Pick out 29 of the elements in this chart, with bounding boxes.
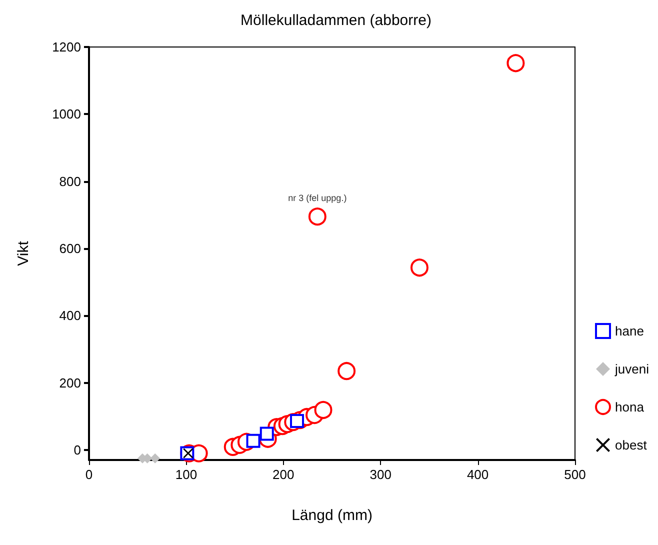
x-tick-label: 200: [272, 467, 294, 482]
x-tick-label: 300: [370, 467, 392, 482]
annotation: nr 3 (fel uppg.): [288, 193, 347, 204]
y-tick-label: 200: [59, 375, 81, 390]
x-tick-label: 500: [564, 467, 586, 482]
point: [410, 258, 428, 277]
legend-label: hona: [615, 400, 645, 414]
point: [246, 434, 260, 448]
legend-label: obest: [615, 438, 648, 452]
legend-label: juveni: [614, 362, 650, 376]
point: [260, 426, 274, 441]
point: [338, 362, 356, 380]
point: [314, 400, 332, 419]
point: [506, 54, 525, 72]
point: [308, 208, 326, 226]
x-tick-label: 100: [175, 467, 198, 482]
chart-title: Möllekulladammen (abborre): [240, 12, 432, 29]
point: [150, 453, 160, 464]
y-axis-title: Vikt: [15, 240, 32, 266]
y-tick-label: 800: [59, 174, 81, 189]
legend-label: hane: [615, 324, 644, 338]
y-tick-label: 0: [74, 442, 81, 458]
y-tick-label: 600: [59, 240, 81, 256]
x-tick-label: 0: [85, 467, 93, 482]
x-tick-label: 400: [466, 467, 489, 482]
x-axis-title: Längd (mm): [292, 507, 372, 524]
y-tick-label: 1200: [52, 40, 81, 54]
y-tick-label: 1000: [52, 106, 81, 122]
y-tick-label: 400: [59, 308, 81, 324]
